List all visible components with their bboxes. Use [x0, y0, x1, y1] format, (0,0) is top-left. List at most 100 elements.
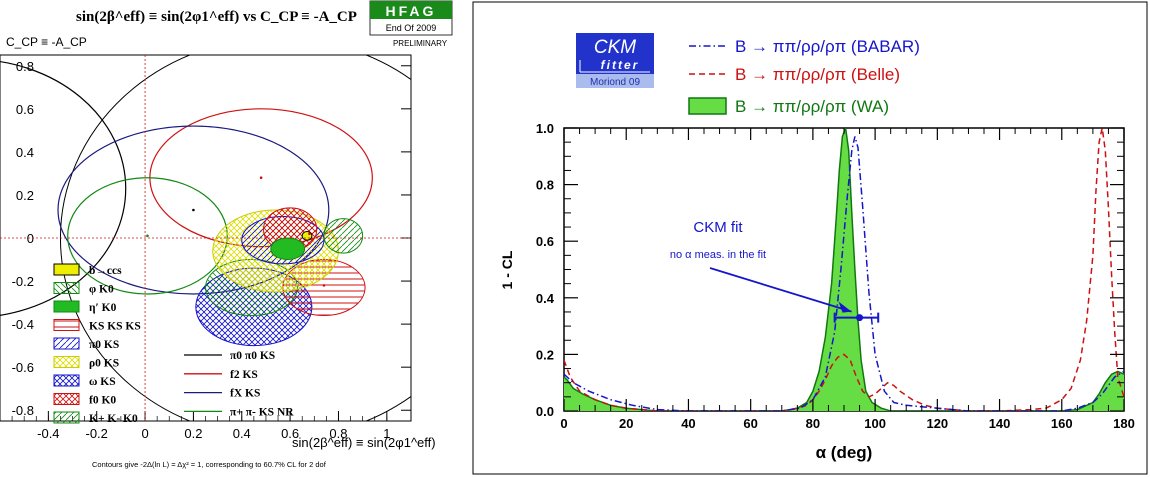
contour-k-k-k0 [323, 218, 364, 254]
legend-swatch [53, 263, 80, 276]
ckm-fit-annotation [709, 267, 880, 323]
y-tick-label: 0.4 [16, 145, 34, 160]
legend-label: ρ0 KS [89, 358, 119, 370]
hfag-badge-status: PRELIMINARY [393, 39, 448, 48]
x-tick-label: 0 [560, 416, 567, 431]
hfag-badge-period: End Of 2009 [386, 23, 437, 33]
logo-top: CKM [594, 37, 636, 58]
legend-swatch [53, 374, 80, 387]
wa-area [564, 128, 1124, 411]
x-tick-label: 0 [141, 426, 148, 441]
right-panel-border [472, 1, 1148, 475]
right-tick-labels: 0 20 40 60 80 100 120 140 160 180 0.0 0.2 0.4 0.6 0.8 1… [536, 121, 1135, 431]
hfag-badge: HFAG End Of 2009 PRELIMINARY [369, 0, 453, 48]
y-tick-label: -0.8 [12, 403, 34, 418]
annotation-arrow [709, 267, 852, 313]
legend-swatch [53, 282, 80, 294]
central-value-marker [259, 176, 263, 180]
right-ylabel: 1 - CL [499, 250, 515, 289]
y-tick-label: -0.2 [12, 274, 34, 289]
y-tick-label: 0.2 [16, 188, 34, 203]
x-tick-label: 160 [1051, 416, 1073, 431]
legend-babar-label: B → ππ/ρρ/ρπ (BABAR) [735, 37, 920, 56]
ckmfitter-logo: CKM fitter Moriond 09 [576, 33, 654, 88]
y-tick-label: 0.8 [536, 178, 554, 193]
x-tick-label: 1 [383, 426, 390, 441]
left-panel: sin(2β^eff) ≡ sin(2φ1^eff) vs C_CP ≡ -A_… [0, 0, 453, 469]
y-tick-label: 0.4 [536, 291, 555, 306]
central-value-marker [146, 234, 149, 238]
y-tick-label: -0.4 [12, 317, 34, 332]
legend-swatch [53, 337, 80, 350]
x-tick-label: 0.6 [281, 426, 299, 441]
x-tick-label: 0.4 [233, 426, 251, 441]
x-tick-label: 140 [989, 416, 1011, 431]
x-tick-label: 120 [926, 416, 948, 431]
y-tick-label: 0.8 [16, 59, 34, 74]
y-tick-label: 0 [27, 231, 34, 246]
hfag-badge-name: HFAG [386, 3, 437, 19]
legend-label: f0 K0 [89, 395, 116, 407]
left-title: sin(2β^eff) ≡ sin(2φ1^eff) vs C_CP ≡ -A_… [76, 9, 357, 25]
y-tick-label: 0.6 [16, 102, 34, 117]
x-tick-label: 20 [619, 416, 633, 431]
annotation-arrowhead [838, 301, 852, 313]
x-tick-label: 80 [806, 416, 820, 431]
x-tick-label: 100 [864, 416, 886, 431]
left-legend: b→ccs φ K0 η′ K0 KS KS KS π0 KS ρ0 KS ω KS f0 K… [53, 263, 294, 425]
legend-label: η′ K0 [89, 302, 117, 314]
belle-curve [564, 128, 1124, 411]
y-tick-label: -0.6 [12, 360, 34, 375]
legend-swatch [53, 393, 80, 405]
x-tick-label: 60 [743, 416, 757, 431]
left-footnote: Contours give -2Δ(ln L) = Δχ² = 1, corre… [92, 460, 327, 469]
central-value-marker [192, 208, 195, 212]
legend-label: b→ccs [89, 265, 122, 277]
logo-sub: Moriond 09 [590, 77, 640, 88]
y-tick-label: 0.6 [536, 234, 554, 249]
legend-label: fX KS [230, 388, 260, 400]
legend-wa-swatch [688, 97, 727, 115]
legend-label: π0 π0 KS [230, 350, 275, 362]
x-tick-label: 40 [681, 416, 695, 431]
legend-label: π+ π- KS NR [230, 406, 294, 418]
legend-swatch [53, 411, 80, 424]
annotation-subtitle: no α meas. in the fit [670, 249, 766, 261]
legend-label: KS KS KS [89, 321, 141, 333]
central-value-marker [308, 232, 311, 235]
legend-swatch [53, 319, 80, 331]
left-tick-labels: -0.4 -0.2 0 0.2 0.4 0.6 0.8 1 0.8 0.6 0.4 0.2 0 -0.2 -… [12, 59, 391, 441]
legend-belle-label: B → ππ/ρρ/ρπ (Belle) [735, 65, 900, 84]
x-tick-label: 0.8 [329, 426, 347, 441]
contour--k0 [270, 237, 306, 261]
right-panel: CKM fitter Moriond 09 B → ππ/ρρ/ρπ (BABA… [472, 1, 1148, 475]
left-ticks [11, 65, 411, 421]
x-tick-label: -0.2 [86, 426, 108, 441]
right-xlabel: α (deg) [816, 443, 873, 462]
right-legend: B → ππ/ρρ/ρπ (BABAR) B → ππ/ρρ/ρπ (Belle… [688, 37, 920, 116]
legend-label: π0 KS [89, 339, 119, 351]
legend-swatch [53, 356, 80, 368]
y-tick-label: 0.0 [536, 404, 554, 419]
right-curves [564, 128, 1124, 411]
annotation-title: CKM fit [693, 219, 743, 236]
legend-swatch [53, 300, 80, 313]
contour-fx-ks [57, 125, 330, 295]
y-tick-label: 0.2 [536, 347, 554, 362]
right-ticks [563, 127, 1125, 412]
contour--0-0-ks [0, 61, 127, 316]
legend-label: φ K0 [89, 284, 114, 296]
babar-curve [564, 136, 1124, 411]
ckm-fit-point [856, 314, 864, 322]
left-ellipses [0, 55, 411, 421]
logo-bottom: fitter [601, 58, 640, 72]
left-ylabel: C_CP ≡ -A_CP [6, 35, 87, 49]
legend-wa-label: B → ππ/ρρ/ρπ (WA) [735, 97, 889, 116]
legend-label: K+ K- K0 [89, 413, 138, 425]
left-xlabel: sin(2β^eff) ≡ sin(2φ1^eff) [292, 435, 436, 450]
central-value-marker [322, 284, 326, 287]
y-tick-label: 1.0 [536, 121, 554, 136]
legend-label: ω KS [89, 376, 116, 388]
x-tick-label: 180 [1113, 416, 1135, 431]
